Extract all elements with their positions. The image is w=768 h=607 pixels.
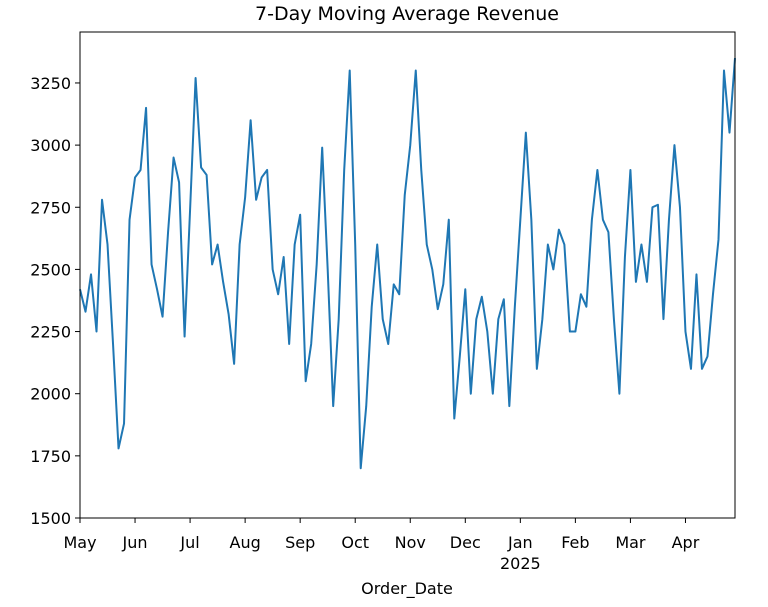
x-tick-label: Sep — [285, 533, 315, 552]
x-tick-label: Jun — [122, 533, 148, 552]
x-tick-label: Nov — [395, 533, 426, 552]
y-tick-label: 3000 — [30, 136, 71, 155]
y-tick-label: 1500 — [30, 509, 71, 528]
plot-frame — [79, 31, 736, 519]
revenue-line — [79, 58, 736, 470]
x-axis-label: Order_Date — [361, 579, 453, 599]
chart-title: 7-Day Moving Average Revenue — [255, 3, 559, 25]
y-tick-label: 1750 — [30, 447, 71, 466]
x-tick-label: Mar — [615, 533, 646, 552]
x-tick-label: Dec — [450, 533, 481, 552]
y-tick-label: 2500 — [30, 260, 71, 279]
x-tick-label: Oct — [341, 533, 369, 552]
x-tick-label: Jul — [179, 533, 199, 552]
x-tick-label: Apr — [672, 533, 700, 552]
x-tick-label: May — [63, 533, 96, 552]
x-tick-label: Feb — [561, 533, 589, 552]
x-tick-label: Aug — [230, 533, 261, 552]
y-tick-label: 3250 — [30, 74, 71, 93]
y-tick-label: 2000 — [30, 385, 71, 404]
y-tick-label: 2250 — [30, 323, 71, 342]
y-tick-label: 2750 — [30, 198, 71, 217]
x-tick-label: Jan 2025 — [500, 533, 541, 573]
